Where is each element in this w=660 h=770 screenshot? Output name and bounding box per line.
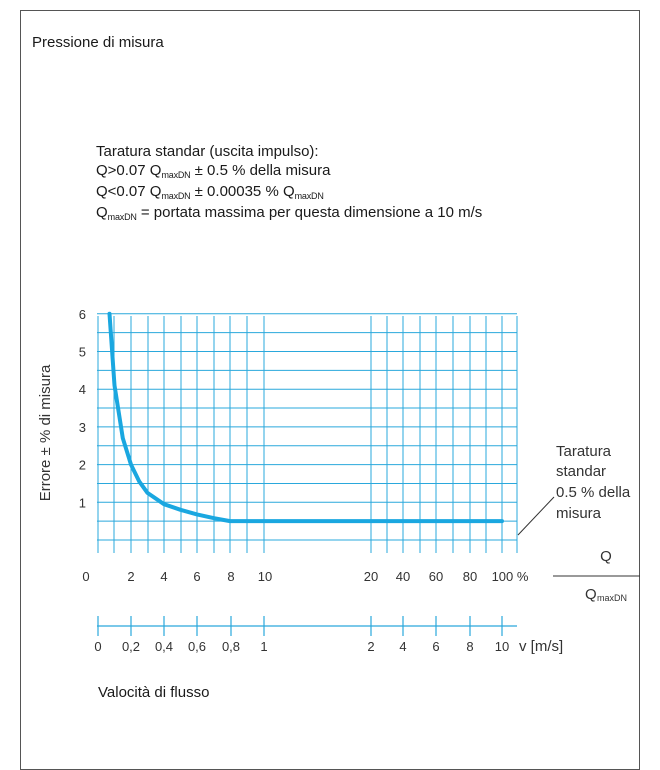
- chart-curve: [107, 311, 504, 524]
- ratio-denominator: Q: [585, 586, 597, 603]
- x-percent-tick-label: 2: [127, 569, 134, 584]
- y-tick-label: 5: [79, 345, 86, 360]
- footer-label: Valocità di flusso: [98, 684, 210, 701]
- chart-grid: [97, 313, 518, 636]
- x-percent-tick-label: 8: [227, 569, 234, 584]
- calibration-note: Taratura standar (uscita impulso): Q>0.0…: [96, 142, 482, 224]
- y-tick-label: 4: [79, 382, 86, 397]
- error-curve: [107, 311, 504, 524]
- y-tick-label: 2: [79, 458, 86, 473]
- annotation-line: Taratura: [556, 443, 612, 460]
- y-tick-label: 6: [79, 307, 86, 322]
- x-percent-tick-label: 10: [258, 569, 272, 584]
- x-velocity-tick-label: 6: [432, 639, 439, 654]
- velocity-unit-label: v [m/s]: [519, 638, 563, 655]
- x-velocity-tick-label: 8: [466, 639, 473, 654]
- x-velocity-tick-label: 4: [399, 639, 406, 654]
- figure-frame: [20, 10, 640, 770]
- x-velocity-tick-label: 2: [367, 639, 374, 654]
- x-velocity-tick-label: 10: [495, 639, 509, 654]
- calibration-line-3: QmaxDN = portata massima per questa dime…: [96, 204, 483, 222]
- x-percent-tick-label: 80: [463, 569, 477, 584]
- annotation-leader: [517, 496, 555, 536]
- x-percent-tick-label: 20: [364, 569, 378, 584]
- calibration-line-2: Q<0.07 QmaxDN ± 0.00035 % QmaxDN: [96, 183, 324, 201]
- x-velocity-tick-label: 0,4: [155, 639, 173, 654]
- annotation-line: standar: [556, 463, 606, 480]
- calibration-heading: Taratura standar (uscita impulso):: [96, 143, 319, 160]
- x-percent-tick-label: 40: [396, 569, 410, 584]
- annotation-line: 0.5 % della: [556, 484, 631, 501]
- x-percent-tick-label: 60: [429, 569, 443, 584]
- x-velocity-tick-label: 0,6: [188, 639, 206, 654]
- annotation-line: misura: [556, 505, 602, 522]
- calibration-line-1: Q>0.07 QmaxDN ± 0.5 % della misura: [96, 162, 331, 180]
- x-velocity-tick-label: 0,2: [122, 639, 140, 654]
- x-velocity-tick-label: 0,8: [222, 639, 240, 654]
- ratio-denominator-sub: maxDN: [597, 593, 627, 603]
- page-title: Pressione di misura: [32, 34, 164, 51]
- y-tick-label: 3: [79, 420, 86, 435]
- x-percent-tick-label: 100 %: [492, 569, 529, 584]
- x-velocity-tick-label: 0: [94, 639, 101, 654]
- x-percent-tick-label: 4: [160, 569, 167, 584]
- ratio-numerator: Q: [600, 548, 612, 565]
- x-percent-tick-label: 6: [193, 569, 200, 584]
- x-velocity-tick-label: 1: [260, 639, 267, 654]
- x-percent-tick-label: 0: [82, 569, 89, 584]
- y-axis-label: Errore ± % di misura: [37, 364, 54, 501]
- y-tick-label: 1: [79, 495, 86, 510]
